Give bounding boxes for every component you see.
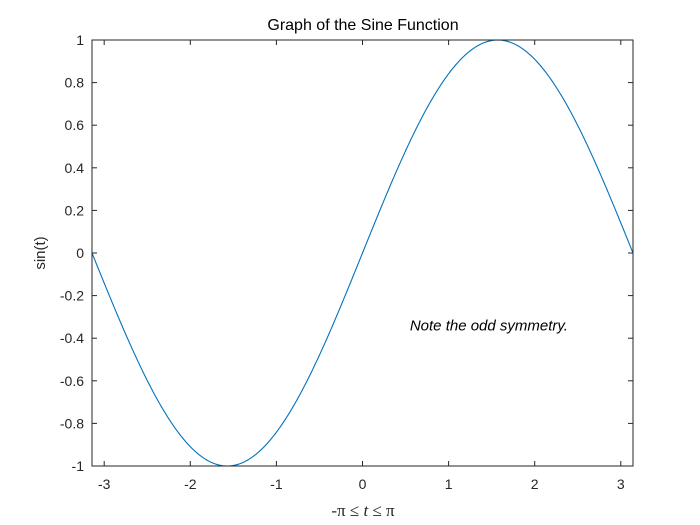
x-tick-label: -3 — [98, 476, 111, 492]
y-axis-label: sin(t) — [32, 236, 49, 269]
x-tick-label: 0 — [359, 476, 367, 492]
axes-frame — [91, 39, 634, 467]
y-tick-label: -0.6 — [60, 373, 84, 389]
y-tick-label: 0.4 — [65, 160, 85, 176]
y-tick-label: -0.8 — [60, 415, 84, 431]
x-tick-label: -2 — [184, 476, 197, 492]
x-axis-label-prefix: -π ≤ — [331, 501, 363, 520]
y-tick-label: -0.2 — [60, 288, 84, 304]
axes-box — [91, 39, 634, 467]
x-axis-label-variable: t — [363, 501, 369, 520]
x-axis-label: -π ≤ t ≤ π — [331, 501, 395, 520]
y-tick-label: -1 — [72, 458, 85, 474]
y-tick-label: 0.8 — [65, 75, 85, 91]
y-tick-label: -0.4 — [60, 330, 84, 346]
annotation-text: Note the odd symmetry. — [410, 317, 568, 334]
ticks: -3 -2 -1 0 1 2 3 -1 -0.8 -0.6 -0.4 -0.2 0 0.2 0.4 0.6 0.… — [60, 32, 633, 492]
x-tick-label: -1 — [270, 476, 283, 492]
x-tick-label: 2 — [531, 476, 539, 492]
sine-series-line — [91, 39, 634, 467]
y-tick-label: 0 — [76, 245, 84, 261]
x-tick-label: 3 — [617, 476, 625, 492]
x-axis-label-suffix: ≤ π — [368, 501, 395, 520]
chart-title: Graph of the Sine Function — [267, 17, 458, 34]
series — [91, 39, 634, 467]
y-tick-label: 0.6 — [65, 117, 85, 133]
y-tick-label: 1 — [76, 32, 84, 48]
y-tick-label: 0.2 — [65, 202, 85, 218]
x-tick-label: 1 — [445, 476, 453, 492]
